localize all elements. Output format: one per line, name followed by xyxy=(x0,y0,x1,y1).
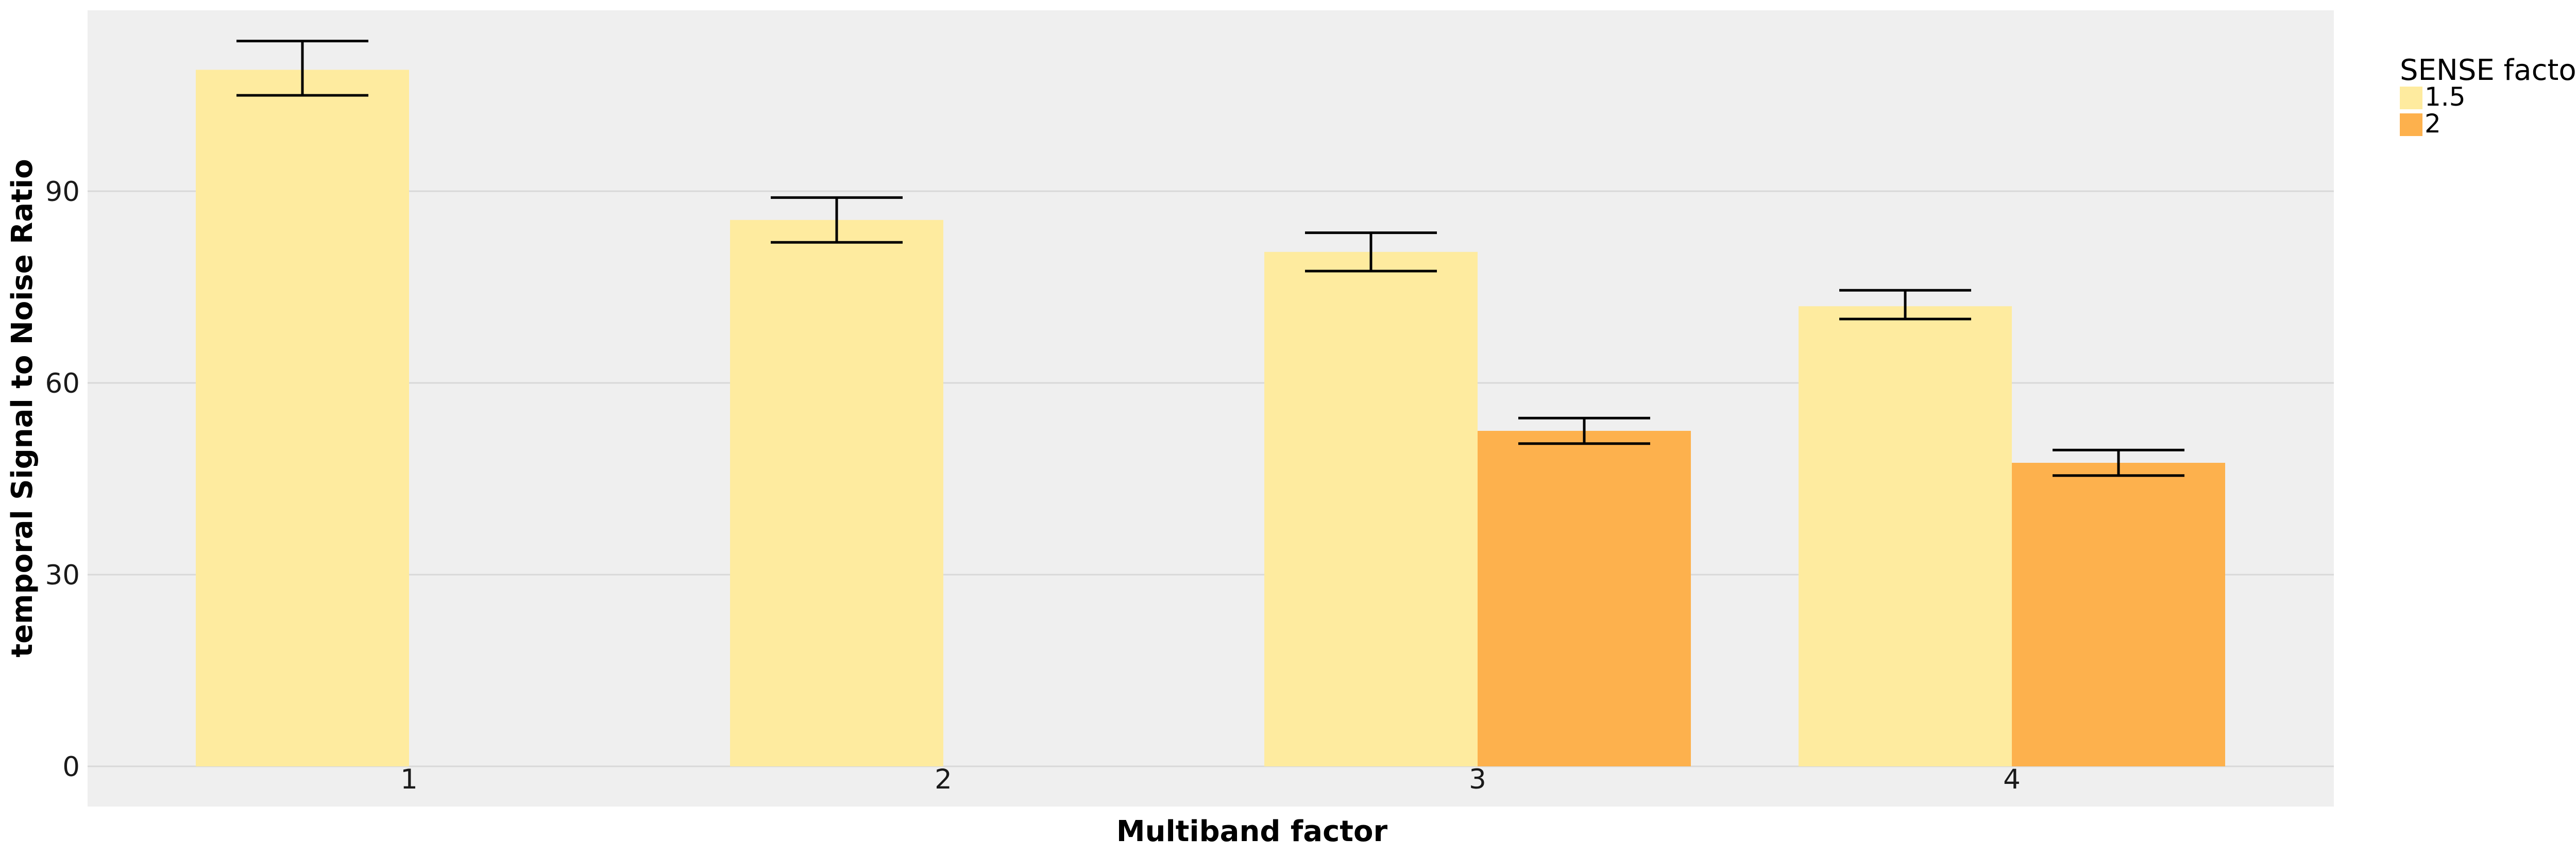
y-tick-labels: 0 30 60 90 xyxy=(45,176,80,783)
legend-swatch xyxy=(2400,87,2422,109)
bar xyxy=(2012,463,2225,766)
bars xyxy=(196,70,2225,766)
error-bar xyxy=(2053,448,2184,477)
bar xyxy=(730,220,943,766)
error-bars xyxy=(236,40,2184,477)
error-bar xyxy=(236,40,368,97)
y-tick-label: 60 xyxy=(45,368,80,399)
legend-swatch xyxy=(2400,113,2422,136)
error-bar xyxy=(1839,289,1971,321)
bar xyxy=(1264,252,1478,766)
y-tick-label: 0 xyxy=(62,751,80,783)
y-tick-label: 30 xyxy=(45,560,80,591)
x-tick-labels: 1 2 3 4 xyxy=(400,764,2021,795)
bar xyxy=(1478,431,1691,766)
bar xyxy=(1799,306,2012,766)
x-axis-title: Multiband factor xyxy=(1116,815,1388,848)
x-tick-label: 2 xyxy=(935,764,952,795)
x-tick-label: 1 xyxy=(400,764,418,795)
error-bar xyxy=(1518,416,1650,445)
legend-label: 1.5 xyxy=(2425,82,2466,112)
legend-title: SENSE factor xyxy=(2400,54,2576,87)
y-axis-title: temporal Signal to Noise Ratio xyxy=(6,159,39,657)
x-tick-label: 3 xyxy=(1469,764,1486,795)
legend-label: 2 xyxy=(2425,109,2441,139)
error-bar xyxy=(771,196,903,244)
legend: SENSE factor 1.52 xyxy=(2400,54,2576,139)
bar xyxy=(196,70,409,766)
x-tick-label: 4 xyxy=(2003,764,2021,795)
y-tick-label: 90 xyxy=(45,176,80,208)
error-bar xyxy=(1305,231,1437,273)
